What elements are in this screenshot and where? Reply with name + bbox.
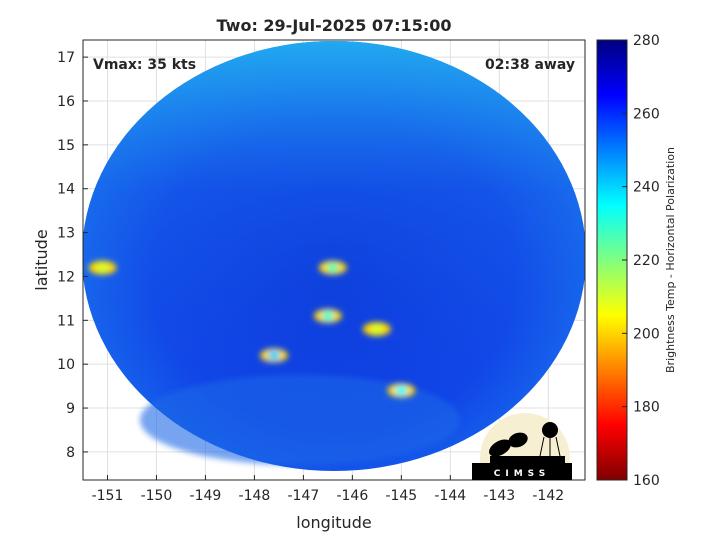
y-tick-label: 8	[66, 445, 75, 461]
y-tick-label: 11	[57, 313, 75, 329]
scan-disk-top	[83, 41, 585, 471]
colorbar-tick-label: 200	[633, 326, 660, 342]
colorbar-tick-label: 160	[633, 473, 660, 489]
y-tick-label: 12	[57, 269, 75, 285]
cimss-logo: CIMSS	[472, 413, 572, 480]
x-tick-label: -151	[92, 488, 124, 504]
colorbar-tick-label: 220	[633, 253, 660, 269]
x-tick-label: -146	[336, 488, 368, 504]
x-tick-label: -142	[532, 488, 564, 504]
cold-feature	[395, 385, 408, 396]
colorbar-tick-label: 260	[633, 106, 660, 122]
x-tick-label: -147	[287, 488, 319, 504]
colorbar-tick-label: 240	[633, 180, 660, 196]
brightness-temp-image	[83, 41, 585, 471]
x-tick-label: -149	[190, 488, 222, 504]
cold-feature	[96, 262, 109, 273]
colorbar-tick-label: 280	[633, 33, 660, 49]
chart-title: Two: 29-Jul-2025 07:15:00	[217, 16, 452, 35]
colorbar-tick-label: 180	[633, 400, 660, 416]
cold-feature	[326, 262, 339, 273]
y-tick-label: 15	[57, 138, 75, 154]
axes-box	[82, 39, 586, 481]
y-axis-label: latitude	[32, 229, 51, 290]
x-tick-label: -148	[239, 488, 271, 504]
y-tick-label: 9	[66, 401, 75, 417]
x-tick-label: -143	[483, 488, 515, 504]
cold-feature	[268, 350, 281, 361]
y-tick-label: 16	[57, 94, 75, 110]
x-tick-label: -144	[434, 488, 466, 504]
colorbar-label: Brightness Temp - Horizontal Polarizatio…	[664, 147, 677, 373]
y-tick-label: 17	[57, 50, 75, 66]
x-axis-label: longitude	[296, 513, 371, 532]
y-tick-label: 10	[57, 357, 75, 373]
cold-feature	[370, 324, 383, 335]
y-tick-label: 14	[57, 182, 75, 198]
y-tick-label: 13	[57, 226, 75, 242]
time-offset-annotation: 02:38 away	[485, 57, 575, 73]
cold-feature	[321, 310, 334, 321]
x-tick-label: -150	[141, 488, 173, 504]
x-tick-label: -145	[385, 488, 417, 504]
logo-text: CIMSS	[494, 469, 550, 479]
vmax-annotation: Vmax: 35 kts	[93, 57, 196, 73]
